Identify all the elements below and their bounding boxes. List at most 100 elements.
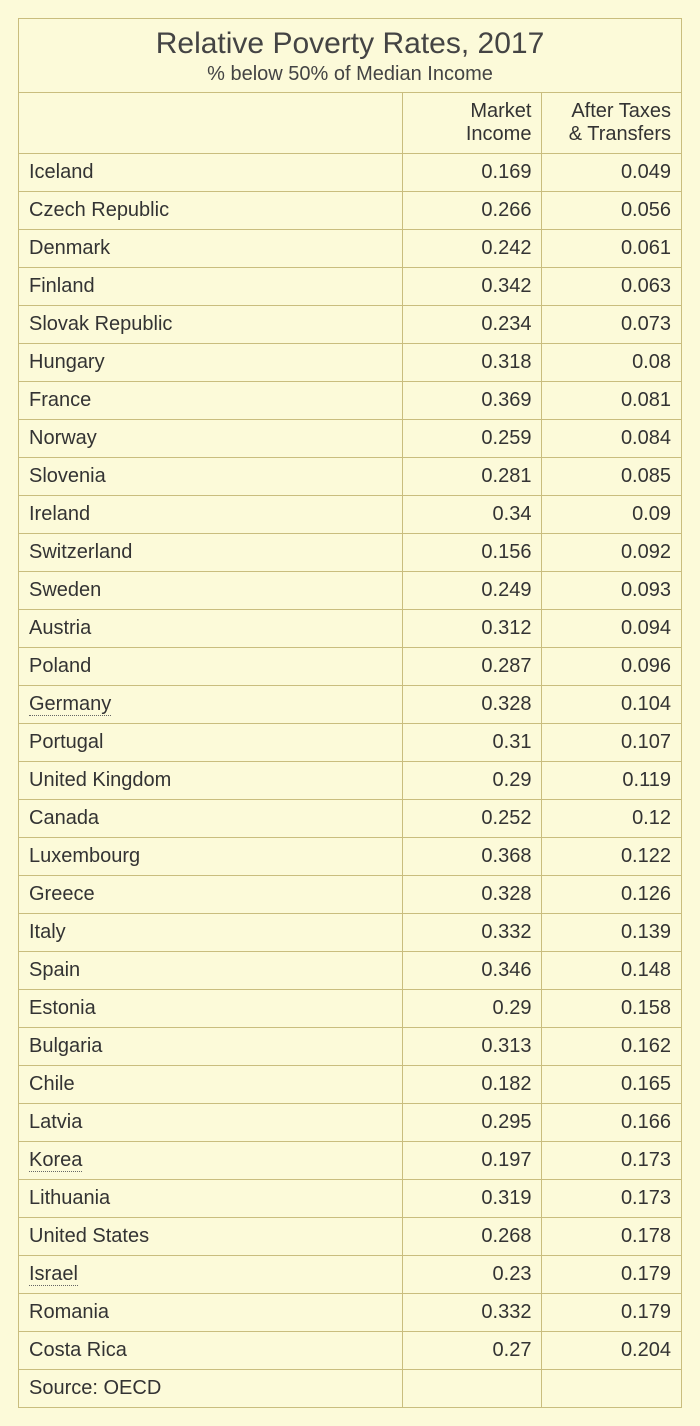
- cell-market: 0.319: [403, 1180, 542, 1218]
- table-body: Iceland0.1690.049Czech Republic0.2660.05…: [19, 154, 681, 1408]
- cell-country: Norway: [19, 420, 403, 458]
- cell-after: 0.179: [542, 1294, 681, 1332]
- cell-market: 0.182: [403, 1066, 542, 1104]
- cell-after: 0.09: [542, 496, 681, 534]
- cell-market: 0.156: [403, 534, 542, 572]
- col-header-country: [19, 93, 403, 154]
- poverty-table: Market Income After Taxes & Transfers Ic…: [19, 93, 681, 1407]
- col-header-after: After Taxes & Transfers: [542, 93, 681, 154]
- cell-country: United Kingdom: [19, 762, 403, 800]
- table-row: France0.3690.081: [19, 382, 681, 420]
- cell-after: 0.162: [542, 1028, 681, 1066]
- table-row: Czech Republic0.2660.056: [19, 192, 681, 230]
- cell-country: Chile: [19, 1066, 403, 1104]
- cell-after: 0.104: [542, 686, 681, 724]
- table-row: Latvia0.2950.166: [19, 1104, 681, 1142]
- table-row: Finland0.3420.063: [19, 268, 681, 306]
- cell-after: 0.148: [542, 952, 681, 990]
- table-row: Romania0.3320.179: [19, 1294, 681, 1332]
- cell-country: France: [19, 382, 403, 420]
- cell-market: 0.242: [403, 230, 542, 268]
- cell-country: Denmark: [19, 230, 403, 268]
- table-row: Italy0.3320.139: [19, 914, 681, 952]
- cell-after: 0.056: [542, 192, 681, 230]
- table-title: Relative Poverty Rates, 2017: [29, 27, 671, 61]
- cell-market: 0.346: [403, 952, 542, 990]
- cell-after: 0.096: [542, 648, 681, 686]
- cell-country: Bulgaria: [19, 1028, 403, 1066]
- cell-country: Slovenia: [19, 458, 403, 496]
- cell-after: 0.122: [542, 838, 681, 876]
- cell-market: 0.268: [403, 1218, 542, 1256]
- cell-country: Finland: [19, 268, 403, 306]
- table-row: Switzerland0.1560.092: [19, 534, 681, 572]
- cell-after: 0.178: [542, 1218, 681, 1256]
- table-row: Iceland0.1690.049: [19, 154, 681, 192]
- cell-market: 0.369: [403, 382, 542, 420]
- cell-country: Czech Republic: [19, 192, 403, 230]
- cell-market: 0.27: [403, 1332, 542, 1370]
- cell-country: Israel: [19, 1256, 403, 1294]
- source-row: Source: OECD: [19, 1370, 681, 1408]
- table-row: Germany0.3280.104: [19, 686, 681, 724]
- cell-market: 0.266: [403, 192, 542, 230]
- cell-after: 0.049: [542, 154, 681, 192]
- cell-after: 0.126: [542, 876, 681, 914]
- cell-after: 0.158: [542, 990, 681, 1028]
- table-row: Portugal0.310.107: [19, 724, 681, 762]
- cell-country: Luxembourg: [19, 838, 403, 876]
- table-row: Korea0.1970.173: [19, 1142, 681, 1180]
- table-row: Ireland0.340.09: [19, 496, 681, 534]
- cell-market: 0.328: [403, 876, 542, 914]
- cell-country: Lithuania: [19, 1180, 403, 1218]
- cell-after: 0.093: [542, 572, 681, 610]
- cell-market: 0.249: [403, 572, 542, 610]
- cell-after: 0.061: [542, 230, 681, 268]
- cell-after: 0.094: [542, 610, 681, 648]
- cell-country: Spain: [19, 952, 403, 990]
- cell-after: 0.173: [542, 1142, 681, 1180]
- cell-market: 0.281: [403, 458, 542, 496]
- cell-market: 0.31: [403, 724, 542, 762]
- table-row: Hungary0.3180.08: [19, 344, 681, 382]
- cell-after: 0.084: [542, 420, 681, 458]
- table-row: Lithuania0.3190.173: [19, 1180, 681, 1218]
- cell-market: 0.259: [403, 420, 542, 458]
- cell-country: Austria: [19, 610, 403, 648]
- cell-country: Canada: [19, 800, 403, 838]
- cell-after: 0.165: [542, 1066, 681, 1104]
- cell-market: 0.169: [403, 154, 542, 192]
- cell-country: Italy: [19, 914, 403, 952]
- cell-market: 0.368: [403, 838, 542, 876]
- country-label: Israel: [29, 1263, 78, 1286]
- table-row: United Kingdom0.290.119: [19, 762, 681, 800]
- cell-market: 0.318: [403, 344, 542, 382]
- cell-after: 0.08: [542, 344, 681, 382]
- poverty-table-container: Relative Poverty Rates, 2017 % below 50%…: [18, 18, 682, 1408]
- cell-country: Costa Rica: [19, 1332, 403, 1370]
- empty-cell: [542, 1370, 681, 1408]
- cell-after: 0.063: [542, 268, 681, 306]
- cell-market: 0.23: [403, 1256, 542, 1294]
- cell-market: 0.287: [403, 648, 542, 686]
- cell-country: Poland: [19, 648, 403, 686]
- cell-market: 0.295: [403, 1104, 542, 1142]
- table-row: Costa Rica0.270.204: [19, 1332, 681, 1370]
- table-row: Slovak Republic0.2340.073: [19, 306, 681, 344]
- cell-market: 0.252: [403, 800, 542, 838]
- cell-market: 0.313: [403, 1028, 542, 1066]
- cell-market: 0.29: [403, 990, 542, 1028]
- table-row: Israel0.230.179: [19, 1256, 681, 1294]
- cell-country: Greece: [19, 876, 403, 914]
- table-row: Slovenia0.2810.085: [19, 458, 681, 496]
- table-row: Estonia0.290.158: [19, 990, 681, 1028]
- table-row: Greece0.3280.126: [19, 876, 681, 914]
- table-row: Bulgaria0.3130.162: [19, 1028, 681, 1066]
- cell-country: Hungary: [19, 344, 403, 382]
- country-label: Korea: [29, 1149, 82, 1172]
- cell-after: 0.107: [542, 724, 681, 762]
- cell-after: 0.12: [542, 800, 681, 838]
- header-row: Market Income After Taxes & Transfers: [19, 93, 681, 154]
- table-row: Canada0.2520.12: [19, 800, 681, 838]
- cell-market: 0.332: [403, 1294, 542, 1332]
